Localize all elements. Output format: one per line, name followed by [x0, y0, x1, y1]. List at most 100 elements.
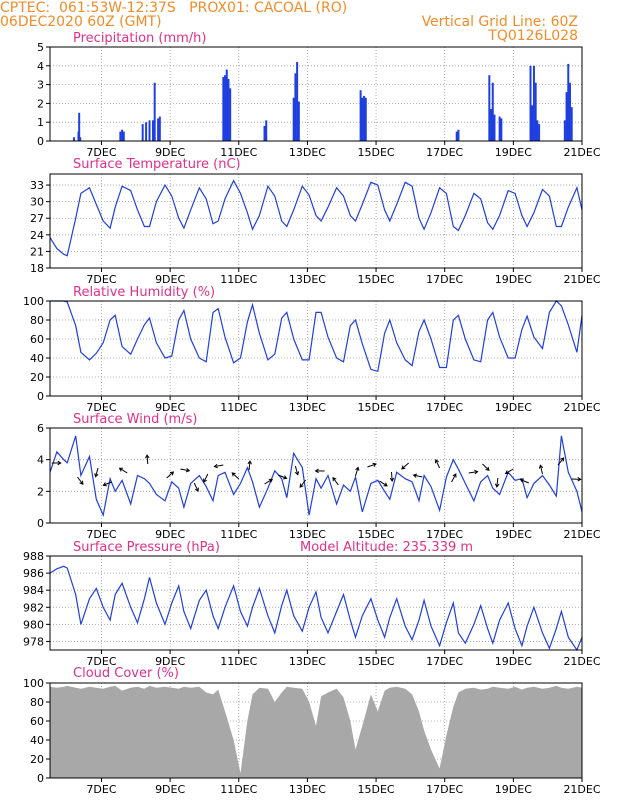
x-tick-label: 9DEC — [155, 655, 185, 668]
precip-bar — [122, 131, 125, 141]
x-tick-label: 11DEC — [220, 273, 257, 286]
y-tick-label: 2 — [37, 97, 44, 110]
precip-bar — [493, 114, 496, 141]
x-tick-label: 11DEC — [220, 655, 257, 668]
panel-frame — [49, 555, 583, 651]
y-tick-label: 80 — [30, 696, 44, 709]
wind-arrow — [214, 464, 224, 468]
wind-arrow — [294, 465, 299, 475]
wind-arrow-head — [94, 473, 99, 478]
precip-bar — [565, 92, 568, 141]
precip-bar — [229, 88, 232, 141]
precip-bar — [363, 95, 366, 141]
wind-arrow — [468, 471, 478, 474]
wind-arrow — [539, 465, 544, 475]
y-tick-label: 60 — [30, 333, 44, 346]
x-tick-label: 13DEC — [289, 655, 326, 668]
x-tick-label: 11DEC — [220, 146, 257, 159]
wind-arrow-head — [412, 473, 418, 478]
precip-bar — [294, 73, 297, 141]
wind-arrow — [401, 462, 409, 470]
precip-bar — [532, 65, 535, 141]
y-tick-label: 0 — [37, 390, 44, 403]
y-tick-label: 20 — [30, 753, 44, 766]
header-grid-note: Vertical Grid Line: 60Z — [421, 14, 578, 30]
series-line — [49, 435, 583, 518]
wind-arrow-head — [194, 487, 199, 492]
wind-arrow — [520, 479, 529, 484]
wind-arrow — [451, 473, 457, 483]
precip-bar — [263, 125, 266, 141]
x-tick-label: 15DEC — [358, 273, 395, 286]
precip-bar — [151, 120, 154, 141]
x-tick-label: 9DEC — [155, 401, 185, 414]
wind-arrow — [264, 478, 273, 485]
y-tick-label: 988 — [23, 550, 44, 563]
wind-arrow — [391, 471, 393, 482]
panel-frame — [49, 300, 583, 397]
x-tick-label: 19DEC — [495, 401, 532, 414]
y-tick-label: 5 — [37, 41, 44, 54]
wind-arrow-head — [519, 478, 525, 483]
x-tick-label: 7DEC — [86, 783, 116, 796]
x-tick-label: 21DEC — [563, 655, 600, 668]
x-tick-label: 15DEC — [358, 783, 395, 796]
x-tick-label: 11DEC — [220, 401, 257, 414]
wind-arrow — [180, 468, 190, 472]
wind-arrow-head — [383, 482, 388, 487]
wind-arrow-head — [452, 473, 457, 478]
wind-arrow-head — [118, 467, 124, 472]
y-tick-label: 0 — [37, 135, 44, 148]
y-tick-label: 986 — [23, 567, 44, 580]
precip-bar — [292, 97, 295, 141]
panel-title: Surface Pressure (hPa) — [73, 540, 220, 555]
y-tick-label: 20 — [30, 371, 44, 384]
wind-arrow — [496, 477, 499, 487]
x-tick-label: 15DEC — [358, 655, 395, 668]
precip-bar — [498, 116, 501, 141]
wind-arrow — [193, 482, 199, 492]
precip-bar — [568, 82, 571, 141]
precip-bar — [73, 137, 76, 141]
model-altitude-note: Model Altitude: 235.339 m — [300, 540, 473, 555]
precip-bar — [153, 82, 156, 141]
wind-arrow-head — [494, 483, 500, 488]
series-line — [49, 565, 583, 652]
panel-frame — [49, 682, 583, 779]
precip-bar — [78, 112, 81, 141]
x-tick-label: 9DEC — [155, 273, 185, 286]
x-tick-label: 21DEC — [563, 783, 600, 796]
wind-arrow-head — [355, 466, 360, 471]
x-tick-label: 15DEC — [358, 146, 395, 159]
x-tick-label: 17DEC — [426, 273, 463, 286]
x-tick-label: 7DEC — [86, 146, 116, 159]
precip-bar — [570, 107, 573, 141]
precip-bar — [145, 122, 148, 141]
panel-title: Surface Wind (m/s) — [73, 412, 197, 427]
y-tick-label: 1 — [37, 116, 44, 129]
y-tick-label: 980 — [23, 618, 44, 631]
y-tick-label: 100 — [23, 295, 44, 308]
x-tick-label: 13DEC — [289, 146, 326, 159]
wind-arrow-head — [57, 460, 62, 466]
y-tick-label: 27 — [30, 212, 44, 225]
y-tick-label: 3 — [37, 79, 44, 92]
x-tick-label: 13DEC — [289, 783, 326, 796]
x-tick-label: 9DEC — [155, 146, 185, 159]
precip-bar — [490, 109, 493, 141]
y-tick-label: 0 — [37, 517, 44, 530]
x-tick-label: 13DEC — [289, 401, 326, 414]
wind-arrow — [103, 481, 112, 486]
x-tick-label: 9DEC — [155, 528, 185, 541]
wind-arrow-head — [577, 476, 582, 482]
precip-bar — [148, 120, 151, 141]
y-tick-label: 100 — [23, 677, 44, 690]
wind-arrow-head — [389, 477, 395, 482]
wind-arrow — [166, 471, 174, 479]
y-tick-label: 982 — [23, 601, 44, 614]
wind-arrow-head — [299, 483, 304, 488]
panel-frame — [49, 173, 583, 269]
x-tick-label: 17DEC — [426, 146, 463, 159]
y-tick-label: 60 — [30, 715, 44, 728]
